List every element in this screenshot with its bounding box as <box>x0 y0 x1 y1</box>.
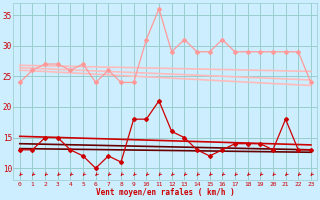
X-axis label: Vent moyen/en rafales ( km/h ): Vent moyen/en rafales ( km/h ) <box>96 188 235 197</box>
